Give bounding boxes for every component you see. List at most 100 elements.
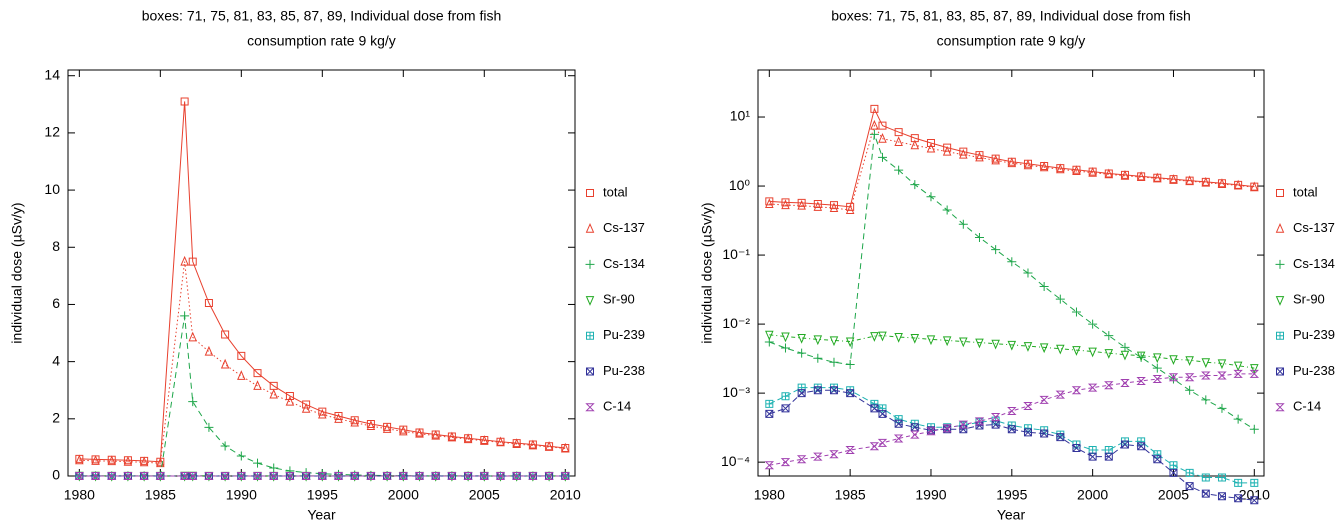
x-tick-label: 2005 bbox=[1158, 487, 1189, 503]
data-marker bbox=[285, 395, 295, 406]
y-tick-label: 10⁰ bbox=[729, 177, 751, 193]
data-marker bbox=[942, 145, 952, 156]
data-marker bbox=[1201, 395, 1211, 405]
y-tick-label: 10⁻² bbox=[722, 315, 750, 331]
legend-marker bbox=[1276, 331, 1284, 340]
data-marker bbox=[765, 399, 774, 408]
data-marker bbox=[1007, 257, 1017, 267]
data-marker bbox=[220, 358, 230, 369]
data-marker bbox=[1104, 168, 1114, 179]
data-marker bbox=[877, 438, 888, 447]
x-axis-label: Year bbox=[307, 507, 336, 523]
data-marker bbox=[764, 461, 775, 470]
data-marker bbox=[480, 435, 489, 445]
data-marker bbox=[204, 345, 214, 356]
data-marker bbox=[1168, 374, 1178, 384]
data-marker bbox=[285, 391, 294, 400]
data-marker bbox=[926, 142, 936, 153]
data-marker bbox=[1023, 402, 1033, 411]
x-tick-label: 2010 bbox=[1239, 487, 1270, 503]
legend-marker bbox=[585, 259, 595, 269]
legend-marker bbox=[586, 331, 594, 340]
series-line bbox=[769, 387, 1255, 484]
legend-marker bbox=[585, 222, 595, 233]
data-marker bbox=[813, 201, 823, 211]
data-marker bbox=[1137, 442, 1146, 451]
data-marker bbox=[991, 420, 1000, 429]
data-marker bbox=[942, 424, 952, 433]
y-tick-label: 0 bbox=[52, 467, 60, 483]
legend-marker bbox=[585, 296, 595, 306]
data-marker bbox=[926, 335, 936, 346]
data-marker bbox=[237, 351, 246, 360]
data-marker bbox=[544, 441, 554, 451]
data-marker bbox=[1023, 424, 1032, 433]
data-marker bbox=[561, 442, 570, 453]
data-marker bbox=[1055, 390, 1066, 399]
data-marker bbox=[869, 442, 880, 451]
data-marker bbox=[829, 450, 839, 459]
data-marker bbox=[1234, 494, 1243, 503]
data-marker bbox=[301, 471, 311, 480]
data-marker bbox=[301, 403, 311, 413]
data-marker bbox=[366, 419, 375, 428]
series-line bbox=[769, 389, 1255, 501]
data-marker bbox=[1120, 342, 1130, 352]
series-line bbox=[769, 134, 1255, 430]
data-marker bbox=[318, 408, 327, 419]
series-line bbox=[769, 124, 1255, 211]
data-marker bbox=[1233, 414, 1243, 424]
data-marker bbox=[1250, 181, 1259, 192]
data-marker bbox=[878, 121, 887, 130]
data-marker bbox=[236, 471, 247, 480]
data-marker bbox=[399, 425, 408, 436]
data-marker bbox=[877, 152, 887, 162]
data-marker bbox=[796, 455, 807, 464]
data-marker bbox=[1152, 363, 1162, 373]
legend-label: C-14 bbox=[603, 399, 631, 414]
data-marker bbox=[1023, 428, 1032, 437]
data-marker bbox=[382, 423, 392, 433]
data-marker bbox=[975, 338, 984, 349]
data-marker bbox=[1088, 445, 1097, 454]
data-marker bbox=[1088, 319, 1098, 329]
y-tick-label: 10⁻⁴ bbox=[721, 453, 750, 469]
data-marker bbox=[1088, 452, 1097, 461]
y-tick-label: 10¹ bbox=[730, 108, 751, 124]
data-marker bbox=[781, 332, 790, 343]
data-marker bbox=[1185, 385, 1195, 395]
data-marker bbox=[943, 143, 952, 152]
data-marker bbox=[870, 104, 879, 113]
data-marker bbox=[220, 471, 230, 480]
data-marker bbox=[1249, 424, 1259, 434]
series-line bbox=[769, 334, 1255, 369]
x-tick-label: 1980 bbox=[64, 487, 95, 503]
x-tick-label: 2000 bbox=[388, 487, 419, 503]
data-marker bbox=[910, 134, 919, 143]
x-tick-label: 2005 bbox=[469, 487, 500, 503]
data-marker bbox=[1169, 461, 1178, 470]
data-marker bbox=[1056, 163, 1065, 174]
data-marker bbox=[1153, 455, 1162, 464]
data-marker bbox=[123, 471, 133, 480]
data-marker bbox=[1136, 351, 1146, 362]
legend-label: Cs-137 bbox=[603, 220, 645, 235]
data-marker bbox=[845, 337, 855, 348]
x-tick-label: 1980 bbox=[754, 487, 785, 503]
data-marker bbox=[1217, 178, 1227, 189]
data-marker bbox=[910, 180, 920, 190]
data-marker bbox=[350, 416, 359, 427]
data-marker bbox=[512, 438, 521, 448]
data-marker bbox=[870, 404, 879, 413]
legend-label: Cs-134 bbox=[1293, 256, 1335, 271]
data-marker bbox=[1056, 433, 1065, 442]
data-marker bbox=[1233, 179, 1243, 190]
x-tick-label: 1990 bbox=[226, 487, 257, 503]
data-marker bbox=[1071, 386, 1082, 395]
data-marker bbox=[75, 454, 84, 463]
data-marker bbox=[1007, 425, 1016, 434]
data-marker bbox=[765, 330, 774, 341]
data-marker bbox=[942, 205, 952, 215]
data-marker bbox=[75, 454, 84, 465]
